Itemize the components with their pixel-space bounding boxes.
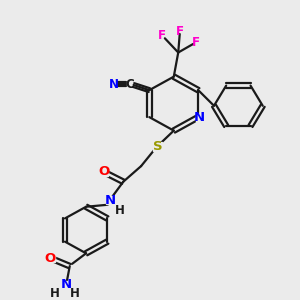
Bar xyxy=(196,114,204,122)
Bar xyxy=(100,168,108,176)
Bar xyxy=(46,254,55,262)
Text: S: S xyxy=(153,140,162,153)
Bar xyxy=(153,142,162,151)
Text: N: N xyxy=(61,278,72,291)
Bar xyxy=(106,196,114,204)
Text: H: H xyxy=(50,287,60,300)
Text: N: N xyxy=(109,78,119,91)
Text: H: H xyxy=(115,204,125,217)
Text: O: O xyxy=(98,165,110,178)
Text: F: F xyxy=(158,29,166,42)
Text: H: H xyxy=(70,287,80,300)
Text: N: N xyxy=(194,111,205,124)
Text: O: O xyxy=(45,252,56,265)
Text: F: F xyxy=(192,36,200,49)
Text: N: N xyxy=(104,194,116,207)
Bar xyxy=(62,280,70,289)
Text: C: C xyxy=(126,78,134,91)
Text: F: F xyxy=(176,25,184,38)
